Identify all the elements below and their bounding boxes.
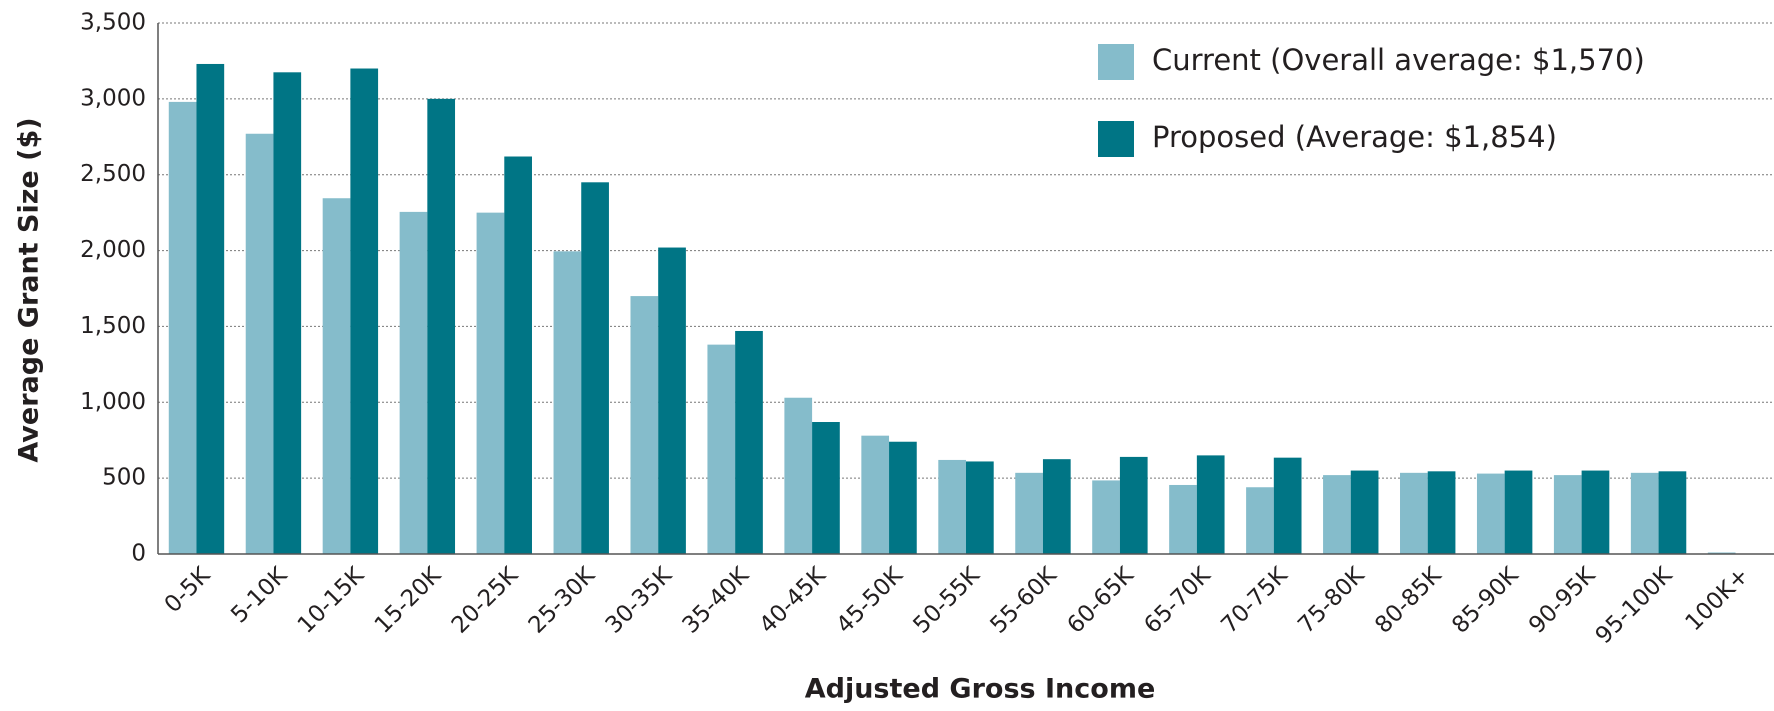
bar [812, 422, 840, 554]
x-tick-label: 5-10K [226, 562, 293, 629]
y-tick-label: 0 [131, 541, 146, 567]
bar [1196, 455, 1225, 554]
x-tick-label: 50-55K [909, 562, 986, 639]
y-tick-label: 1,000 [80, 389, 146, 415]
bar [630, 296, 659, 554]
bar [476, 212, 505, 554]
bar [1400, 472, 1428, 554]
bar [1630, 472, 1659, 554]
bar [1504, 470, 1533, 554]
x-tick-label: 65-70K [1139, 562, 1216, 639]
x-tick-label: 80-85K [1370, 562, 1447, 639]
y-axis-label: Average Grant Size ($) [14, 117, 45, 462]
bar [1042, 459, 1071, 554]
bar [427, 98, 456, 554]
x-tick-label: 25-30K [524, 562, 601, 639]
bar [889, 441, 917, 554]
legend-label: Proposed (Average: $1,854) [1152, 120, 1557, 154]
x-tick-label: 85-90K [1447, 562, 1524, 639]
x-tick-label: 55-60K [985, 562, 1062, 639]
legend-swatch [1098, 44, 1134, 80]
legend-label: Current (Overall average: $1,570) [1152, 43, 1645, 77]
y-tick-label: 3,000 [80, 85, 146, 111]
x-tick-label: 75-80K [1293, 562, 1370, 639]
bar [1246, 487, 1274, 554]
bar [399, 211, 428, 555]
bar [1553, 475, 1582, 554]
x-tick-label: 15-20K [370, 562, 447, 639]
bar [322, 198, 351, 555]
bar [196, 63, 225, 554]
x-tick-label: 70-75K [1216, 562, 1293, 639]
x-tick-label: 90-95K [1524, 562, 1601, 639]
x-tick-label: 40-45K [755, 562, 832, 639]
y-tick-label: 500 [102, 465, 146, 491]
bar [1476, 473, 1505, 554]
y-tick-label: 2,000 [80, 237, 146, 263]
x-tick-label: 60-65K [1062, 562, 1139, 639]
x-tick-label: 20-25K [447, 562, 524, 639]
x-tick-label: 35-40K [678, 562, 755, 639]
bar [1707, 552, 1736, 554]
bar [1015, 472, 1043, 554]
bar [707, 344, 736, 554]
y-tick-label: 2,500 [80, 161, 146, 187]
bar [1581, 470, 1610, 554]
bar [658, 247, 686, 554]
bar [168, 101, 197, 555]
y-tick-label: 3,500 [80, 10, 146, 36]
x-tick-label: 0-5K [160, 562, 216, 618]
bar [1119, 456, 1148, 554]
bar [1350, 470, 1379, 554]
x-tick-label: 45-50K [832, 562, 909, 639]
x-tick-label: 95-100K [1591, 562, 1678, 649]
x-tick-label: 100K+ [1681, 562, 1755, 636]
bar [350, 68, 379, 554]
bar [861, 435, 890, 554]
bar [504, 156, 532, 554]
bar [784, 397, 813, 554]
bar [553, 251, 582, 554]
x-tick-label: 30-35K [601, 562, 678, 639]
bar [245, 133, 274, 554]
bar [1092, 480, 1120, 554]
bar [1323, 475, 1351, 554]
bar [273, 72, 302, 555]
y-tick-label: 1,500 [80, 313, 146, 339]
bar [735, 330, 763, 554]
bar [1658, 471, 1687, 554]
bar [581, 182, 609, 555]
bar [1427, 471, 1456, 554]
bar [1169, 484, 1197, 554]
bar [938, 459, 966, 554]
x-axis-label: Adjusted Gross Income [805, 674, 1156, 705]
bar [966, 461, 994, 554]
legend-swatch [1098, 121, 1134, 157]
bar [1273, 457, 1302, 554]
x-tick-label: 10-15K [293, 562, 370, 639]
